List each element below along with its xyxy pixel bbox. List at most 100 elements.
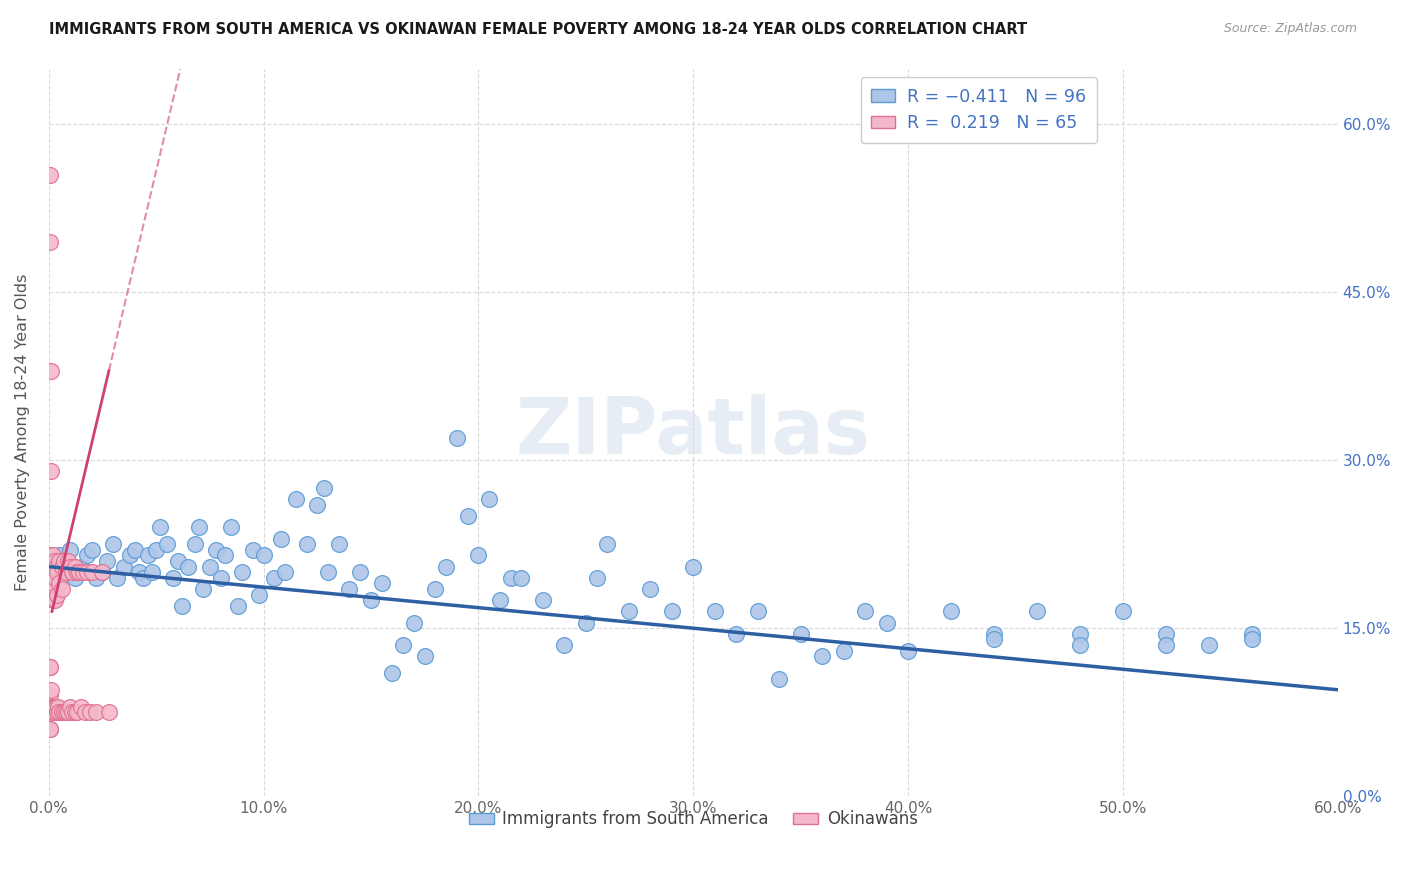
Point (48, 549, 70, 563)
Point (170, 599, 193, 613)
Point (51, 705, 73, 719)
Point (149, 520, 172, 534)
Point (198, 559, 221, 574)
Point (221, 520, 243, 534)
Point (38, 722, 60, 736)
Point (59, 699, 82, 714)
Point (55, 554, 77, 568)
Point (214, 549, 236, 563)
Point (682, 559, 704, 574)
Point (316, 566, 339, 580)
Point (768, 672, 790, 686)
Point (370, 576, 392, 591)
Point (661, 604, 683, 618)
Point (295, 537, 318, 551)
Point (91, 566, 114, 580)
Point (80, 566, 103, 580)
Point (44, 554, 66, 568)
Point (193, 582, 215, 596)
Point (897, 643, 920, 657)
Point (38, 168, 60, 182)
Point (66, 705, 89, 719)
Point (1154, 638, 1177, 652)
Point (478, 492, 501, 507)
Point (45, 699, 67, 714)
Point (381, 665, 404, 680)
Point (59, 559, 82, 574)
Point (48, 554, 70, 568)
Point (39, 549, 62, 563)
Point (1198, 638, 1220, 652)
Point (38, 660, 60, 674)
Point (97, 705, 120, 719)
Point (42, 699, 65, 714)
Point (42, 576, 65, 591)
Point (270, 532, 292, 546)
Point (467, 549, 489, 563)
Point (252, 549, 274, 563)
Point (725, 627, 748, 641)
Point (141, 566, 163, 580)
Point (457, 509, 479, 524)
Point (66, 566, 89, 580)
Point (120, 549, 142, 563)
Point (107, 571, 129, 585)
Point (425, 582, 447, 596)
Point (132, 571, 155, 585)
Point (55, 705, 77, 719)
Point (41, 699, 63, 714)
Point (60, 705, 83, 719)
Point (84, 571, 107, 585)
Point (1069, 638, 1091, 652)
Point (585, 571, 607, 585)
Point (42, 566, 65, 580)
Point (63, 705, 86, 719)
Point (510, 571, 533, 585)
Point (145, 542, 167, 557)
Point (44, 571, 66, 585)
Point (1240, 627, 1263, 641)
Point (38, 235, 60, 249)
Point (209, 571, 232, 585)
Point (811, 649, 834, 664)
Point (56, 705, 79, 719)
Point (1025, 604, 1047, 618)
Point (63, 559, 86, 574)
Point (1154, 627, 1177, 641)
Point (70, 559, 93, 574)
Point (242, 542, 264, 557)
Point (205, 542, 228, 557)
Point (75, 705, 97, 719)
Point (56, 554, 79, 568)
Point (360, 593, 382, 607)
Point (983, 627, 1005, 641)
Point (60, 566, 83, 580)
Point (46, 588, 69, 602)
Point (52, 554, 75, 568)
Point (39, 582, 62, 596)
Point (38, 699, 60, 714)
Point (48, 699, 70, 714)
Point (76, 566, 98, 580)
Point (42, 559, 65, 574)
Point (42, 549, 65, 563)
Point (41, 554, 63, 568)
Point (48, 705, 70, 719)
Point (1112, 604, 1135, 618)
Point (39, 705, 62, 719)
Point (413, 649, 436, 664)
Point (72, 566, 94, 580)
Point (747, 604, 769, 618)
Point (434, 559, 457, 574)
Point (41, 682, 63, 697)
Point (76, 549, 98, 563)
Point (39, 660, 62, 674)
Point (124, 542, 146, 557)
Text: ZIPatlas: ZIPatlas (516, 394, 870, 470)
Point (226, 599, 249, 613)
Point (617, 604, 640, 618)
Point (44, 699, 66, 714)
Point (91, 566, 114, 580)
Point (80, 542, 103, 557)
Point (392, 638, 415, 652)
